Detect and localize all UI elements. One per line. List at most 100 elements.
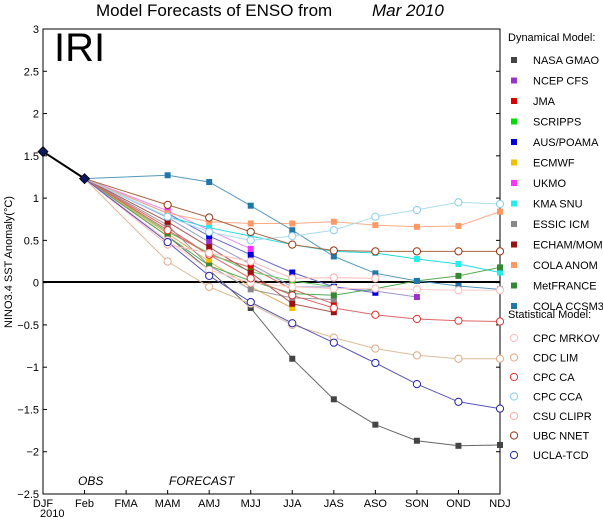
legend: NASA GMAO NCEP CFS JMA SCRIPPS AUS/POAMA ECMW…: [509, 55, 603, 462]
point-aus-poama: [372, 289, 379, 296]
y-tick-label: −0.5: [17, 320, 39, 332]
point-ucla-tcd: [288, 319, 297, 328]
series-line-cpc-mrkov: [84, 178, 500, 291]
legend-label-ecmwf: ECMWF: [533, 158, 575, 170]
legend-swatch-aus-poama: [511, 139, 517, 145]
series-line-metfrance: [84, 178, 501, 296]
point-essic-icm: [247, 286, 254, 293]
legend-swatch-essic-icm: [511, 221, 517, 227]
x-ticks: DJF Feb FMA MAM AMJ MJJ JJA JAS ASO SON OND NDJ: [33, 490, 511, 510]
point-ubc-nnet: [412, 247, 422, 256]
point-cola-ccsm3: [206, 179, 213, 186]
legend-label-cpc-ca: CPC CA: [533, 372, 575, 384]
point-cpc-ca: [163, 226, 172, 235]
point-essic-icm: [164, 222, 171, 229]
point-echam-mom: [330, 309, 337, 316]
legend-swatch-metfrance: [511, 282, 517, 289]
y-tick-label: 1: [33, 193, 39, 205]
y-tick-label: 1.5: [24, 151, 39, 163]
point-kma-snu: [497, 269, 503, 276]
y-tick-label: 3: [33, 24, 39, 36]
point-csu-clipr: [246, 257, 255, 266]
legend-swatch-ncep-cfs: [511, 77, 517, 84]
point-ubc-nnet: [205, 213, 214, 222]
point-ucla-tcd: [412, 379, 422, 389]
legend-label-scripps: SCRIPPS: [533, 117, 581, 129]
point-cpc-ca: [329, 303, 338, 313]
point-ucla-tcd: [205, 271, 214, 280]
y-tick-label: −2: [26, 447, 39, 459]
legend-swatch-ucla-tcd: [509, 450, 519, 460]
point-kma-snu: [206, 224, 213, 231]
point-cola-ccsm3: [164, 172, 171, 179]
point-metfrance: [330, 292, 337, 299]
point-cpc-cca: [163, 212, 172, 221]
x-tick-label: MAM: [155, 498, 181, 510]
point-nasa-gmao: [330, 396, 337, 403]
chart-title-date: Mar 2010: [372, 1, 444, 20]
point-echam-mom: [289, 300, 296, 307]
point-metfrance: [455, 272, 462, 279]
x-tick-label: AMJ: [198, 498, 220, 510]
point-nasa-gmao: [497, 441, 503, 448]
point-cdc-lim: [454, 354, 463, 363]
series-line-ucla-tcd: [84, 178, 501, 410]
series-line-essic-icm: [84, 178, 334, 300]
point-csu-clipr: [371, 274, 380, 283]
point-cdc-lim: [412, 351, 422, 360]
legend-swatch-cpc-mrkov: [509, 333, 519, 343]
point-cpc-cca: [288, 232, 297, 241]
point-metfrance: [497, 264, 503, 271]
legend-dynamical-title: Dynamical Model:: [508, 32, 595, 44]
observed-point: [37, 146, 49, 158]
point-cola-ccsm3: [330, 253, 337, 260]
legend-label-metfrance: MetFRANCE: [533, 281, 597, 293]
point-ukmo: [247, 245, 254, 252]
point-ncep-cfs: [206, 239, 213, 246]
point-cpc-ca: [454, 316, 463, 325]
legend-swatch-echam-mom: [511, 241, 517, 248]
legend-swatch-csu-clipr: [509, 411, 519, 421]
legend-swatch-scripps: [511, 118, 517, 125]
y-tick-label: −2.5: [17, 489, 39, 501]
point-ubc-nnet: [288, 240, 297, 249]
legend-swatch-ukmo: [511, 180, 517, 186]
point-ubc-nnet: [163, 200, 172, 209]
point-essic-icm: [330, 296, 337, 303]
point-cola-anom: [247, 220, 254, 227]
series-line-ncep-cfs: [84, 178, 417, 298]
point-ubc-nnet: [454, 247, 463, 256]
observed-line: [42, 150, 86, 180]
point-cpc-cca: [205, 227, 214, 237]
plot-frame: [42, 28, 501, 495]
legend-swatch-cdc-lim: [509, 353, 519, 362]
point-aus-poama: [247, 251, 254, 258]
legend-label-cola-anom: COLA ANOM: [533, 260, 598, 272]
point-ucla-tcd: [454, 397, 463, 406]
point-nasa-gmao: [413, 437, 420, 444]
legend-label-ubc-nnet: UBC NNET: [533, 431, 590, 443]
point-metfrance: [164, 233, 171, 240]
point-ucla-tcd: [246, 297, 255, 307]
legend-label-nasa-gmao: NASA GMAO: [533, 55, 599, 67]
point-cola-ccsm3: [247, 202, 254, 209]
series-line-ubc-nnet: [84, 178, 500, 252]
point-cpc-cca: [329, 226, 338, 235]
point-cola-ccsm3: [413, 277, 420, 284]
point-cdc-lim: [163, 257, 172, 266]
x-tick-label: ASO: [364, 498, 388, 510]
legend-label-ukmo: UKMO: [533, 178, 566, 190]
point-cola-ccsm3: [455, 283, 462, 290]
x-tick-label: OND: [446, 498, 471, 510]
legend-label-ucla-tcd: UCLA-TCD: [533, 450, 589, 462]
point-kma-snu: [455, 261, 462, 268]
x-tick-label: JJA: [283, 498, 302, 510]
point-nasa-gmao: [455, 442, 462, 449]
point-metfrance: [206, 262, 213, 269]
point-cpc-mrkov: [495, 286, 505, 295]
legend-swatch-cpc-cca: [509, 392, 519, 401]
legend-swatch-cola-anom: [511, 262, 517, 268]
point-cpc-ca: [495, 317, 505, 326]
y-tick-label: 2: [33, 109, 39, 121]
